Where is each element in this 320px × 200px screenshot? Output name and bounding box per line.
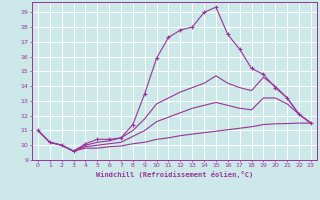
X-axis label: Windchill (Refroidissement éolien,°C): Windchill (Refroidissement éolien,°C) [96, 171, 253, 178]
